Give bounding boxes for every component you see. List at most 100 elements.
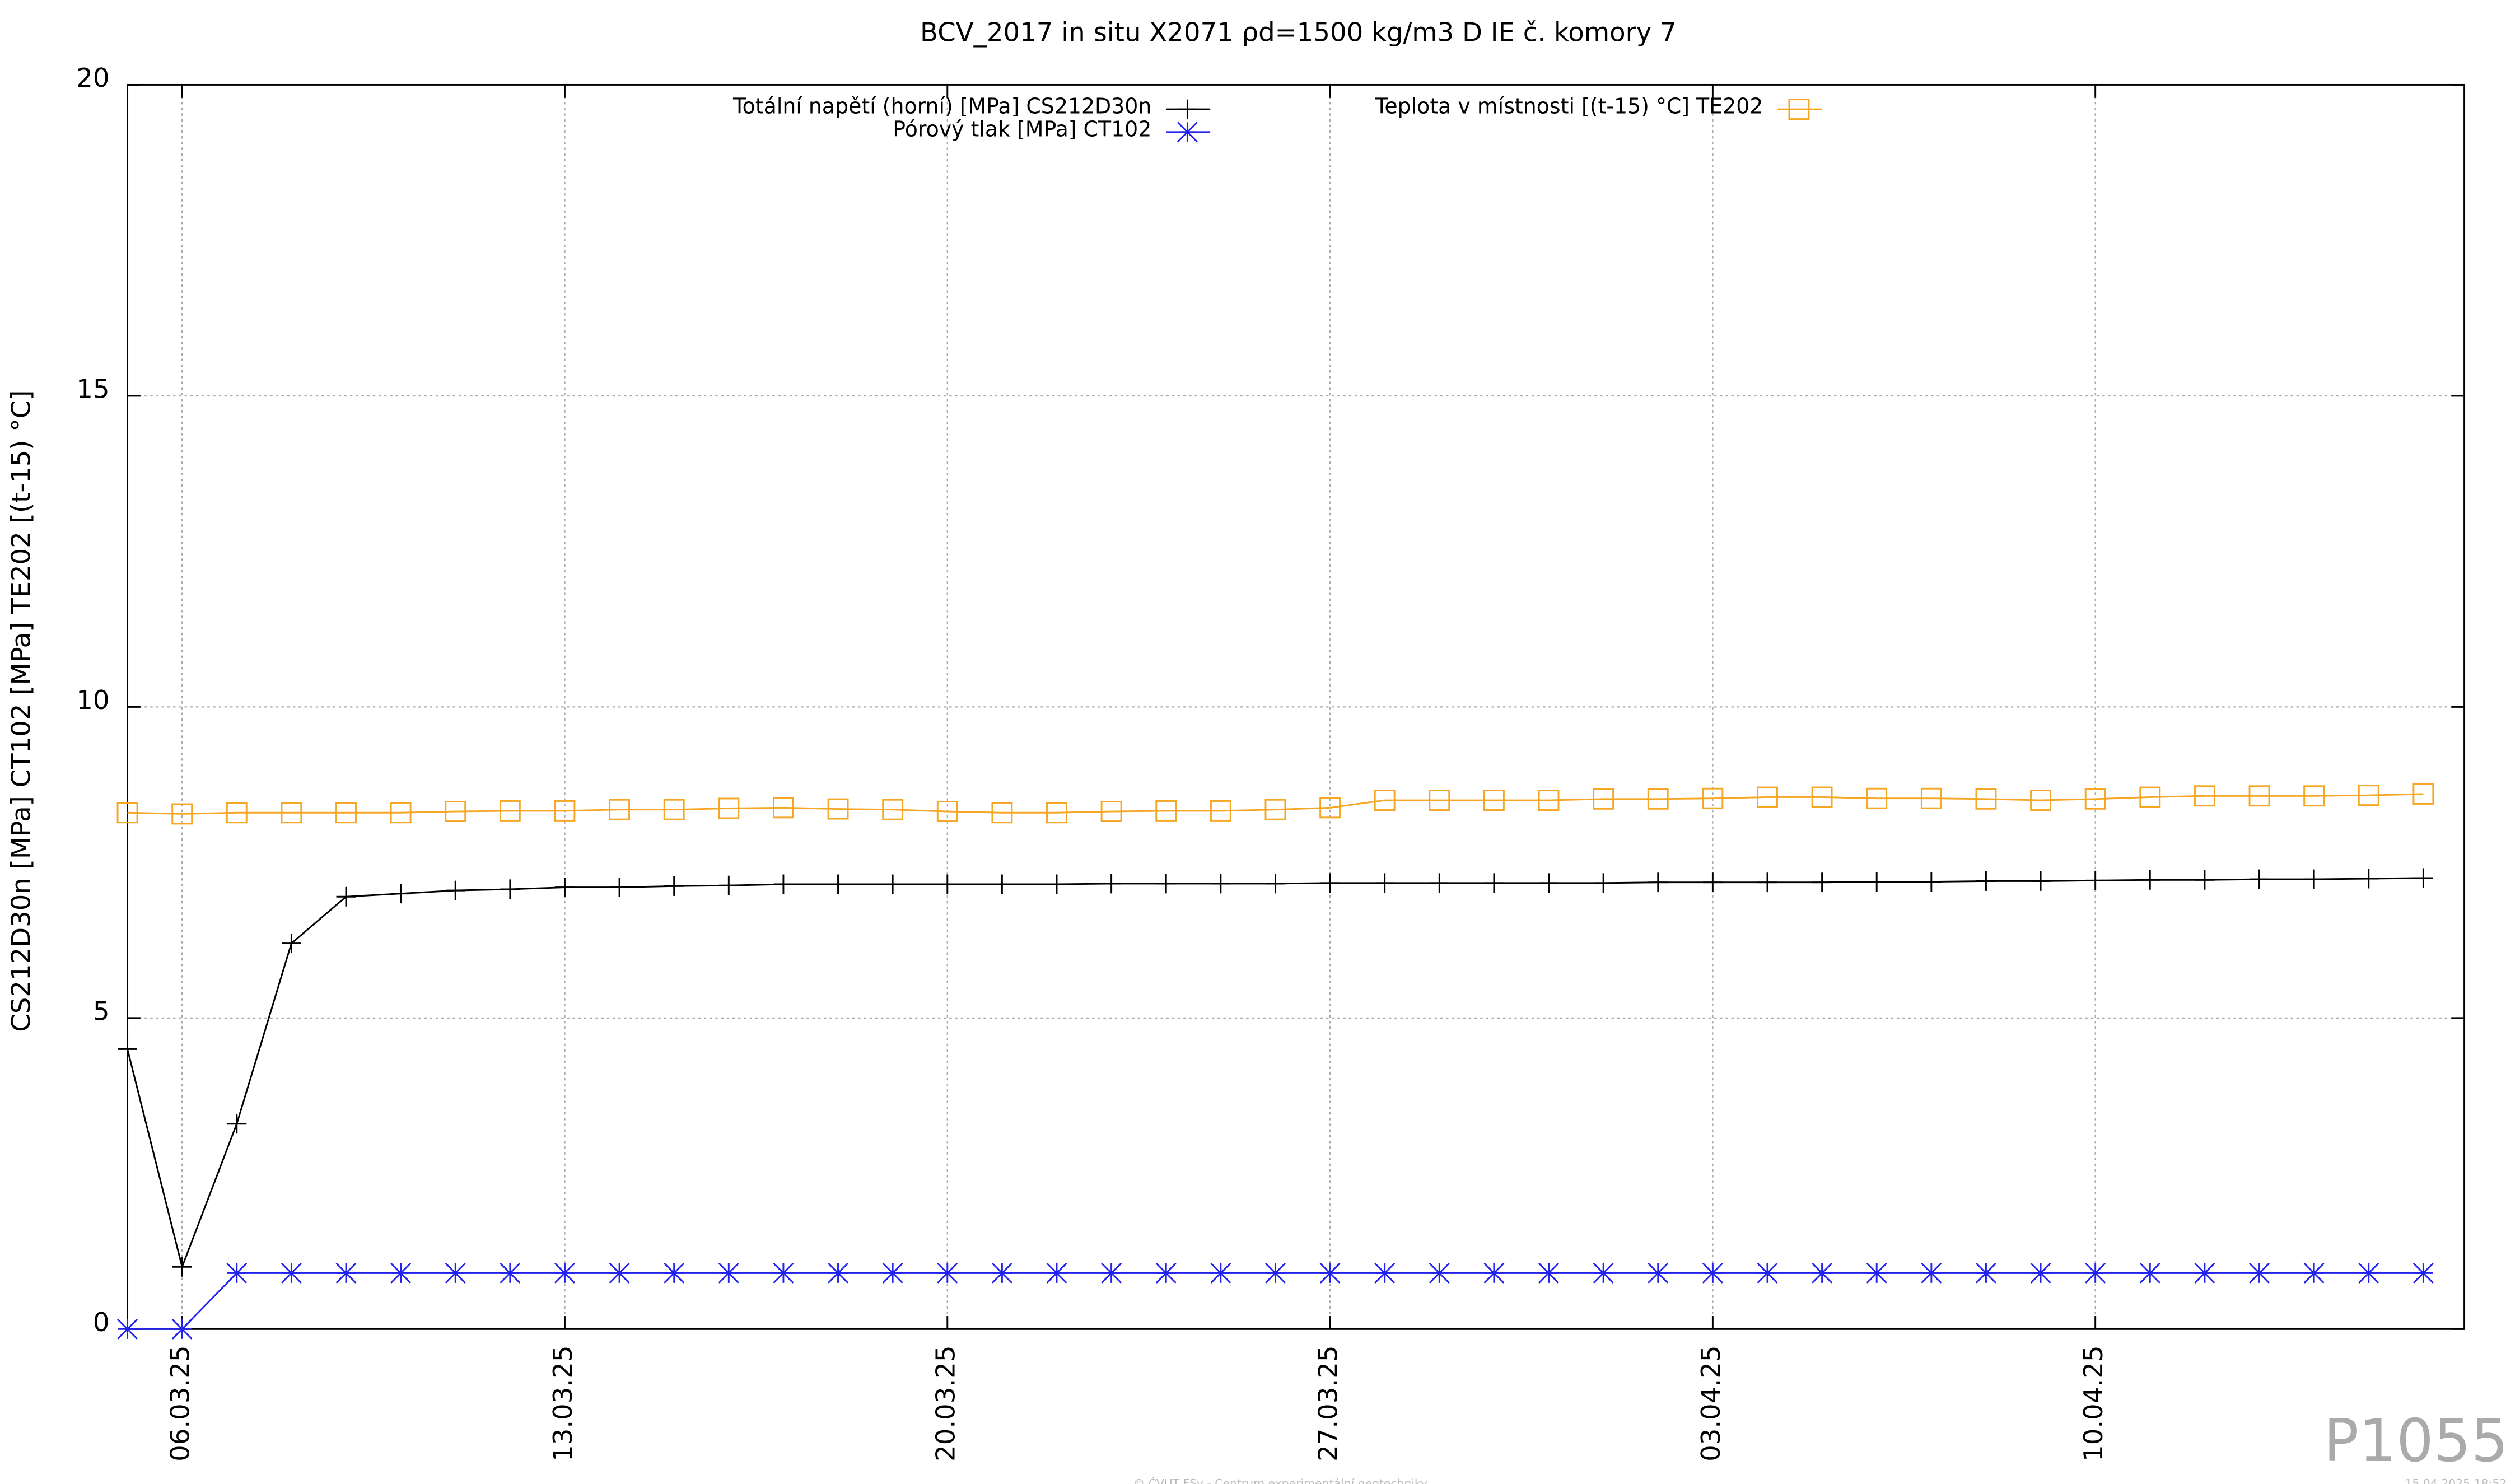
marker (1429, 873, 1449, 893)
marker-shape (1374, 1262, 1396, 1284)
marker (1702, 787, 1724, 809)
marker (2303, 1262, 2325, 1284)
marker (2140, 870, 2160, 890)
marker-shape (2194, 785, 2215, 807)
legend-label: Totální napětí (horní) [MPa] CS212D30n (732, 94, 1151, 119)
marker-shape (390, 1262, 412, 1284)
marker-shape (1975, 1262, 1996, 1284)
y-axis-label: CS212D30n [MPa] CT102 [MPa] TE202 [(t-15… (6, 390, 36, 1032)
marker-shape (445, 801, 466, 822)
marker (1211, 874, 1231, 894)
marker (1046, 1262, 1067, 1284)
marker (828, 1262, 849, 1284)
marker (1155, 800, 1177, 822)
marker (718, 1262, 739, 1284)
marker-shape (1866, 1262, 1887, 1284)
marker-shape (1593, 873, 1613, 893)
marker (1156, 874, 1176, 894)
x-tick-label: 10.04.25 (2078, 1345, 2108, 1461)
marker (1866, 1262, 1887, 1284)
marker (882, 1262, 903, 1284)
marker-shape (335, 802, 357, 824)
marker (1155, 1262, 1177, 1284)
marker (1264, 799, 1286, 820)
marker (2412, 783, 2434, 805)
marker (2250, 869, 2269, 889)
marker-shape (1375, 873, 1395, 893)
marker-shape (1647, 788, 1669, 810)
marker-shape (883, 874, 903, 894)
marker (663, 799, 685, 820)
marker-shape (773, 874, 794, 894)
marker (281, 1262, 302, 1284)
marker-shape (1538, 1262, 1560, 1284)
marker (1593, 788, 1614, 810)
marker-shape (664, 1262, 685, 1284)
marker-shape (882, 1262, 903, 1284)
marker (2249, 1262, 2270, 1284)
marker (1320, 873, 1340, 893)
marker-shape (1155, 800, 1177, 822)
marker-shape (1812, 872, 1832, 893)
marker (1593, 873, 1613, 893)
marker-shape (828, 874, 848, 894)
marker (445, 1262, 466, 1284)
marker-shape (664, 876, 684, 896)
y-tick-label: 20 (76, 63, 109, 93)
marker-shape (1811, 786, 1833, 808)
marker (1429, 790, 1450, 811)
marker (226, 802, 248, 824)
marker-shape (118, 1039, 138, 1059)
marker (1101, 1262, 1122, 1284)
marker-shape (1483, 1262, 1505, 1284)
marker-shape (1046, 1262, 1067, 1284)
marker-shape (2303, 785, 2325, 807)
marker-shape (1648, 872, 1668, 893)
marker-shape (1702, 1262, 1723, 1284)
marker (827, 798, 849, 820)
x-tick-label: 13.03.25 (548, 1345, 578, 1461)
marker (2194, 785, 2215, 807)
marker (1593, 1262, 1614, 1284)
marker (1374, 1262, 1396, 1284)
marker-shape (827, 798, 849, 820)
marker-shape (1702, 787, 1724, 809)
marker (2085, 1262, 2106, 1284)
marker-shape (936, 801, 958, 822)
marker (499, 800, 521, 822)
marker (991, 802, 1013, 824)
marker-shape (882, 799, 904, 820)
marker (445, 880, 465, 900)
x-tick-label: 06.03.25 (165, 1345, 195, 1461)
marker-shape (172, 1257, 192, 1277)
marker-shape (226, 802, 248, 824)
marker-shape (2249, 1262, 2270, 1284)
marker-shape (2358, 785, 2379, 806)
x-tick-label: 27.03.25 (1313, 1345, 1343, 1461)
marker (1975, 788, 1997, 810)
marker (1484, 873, 1504, 893)
marker-shape (2084, 788, 2106, 810)
marker-shape (1920, 787, 1942, 809)
marker (227, 1114, 247, 1134)
marker-shape (2304, 869, 2324, 889)
marker-shape (335, 1262, 357, 1284)
marker-shape (117, 1318, 138, 1340)
marker (2085, 870, 2106, 890)
marker (828, 874, 848, 894)
marker (773, 797, 794, 819)
marker-shape (609, 799, 631, 820)
marker-shape (1866, 872, 1887, 892)
marker (664, 876, 684, 896)
marker-shape (554, 878, 575, 898)
marker-shape (2030, 790, 2051, 811)
marker (1757, 786, 1778, 808)
marker-shape (1320, 873, 1340, 893)
marker-shape (226, 1262, 248, 1284)
marker (1538, 790, 1560, 811)
marker-shape (2412, 783, 2434, 805)
marker-shape (2413, 868, 2433, 888)
marker (335, 1262, 357, 1284)
marker (1319, 1262, 1341, 1284)
